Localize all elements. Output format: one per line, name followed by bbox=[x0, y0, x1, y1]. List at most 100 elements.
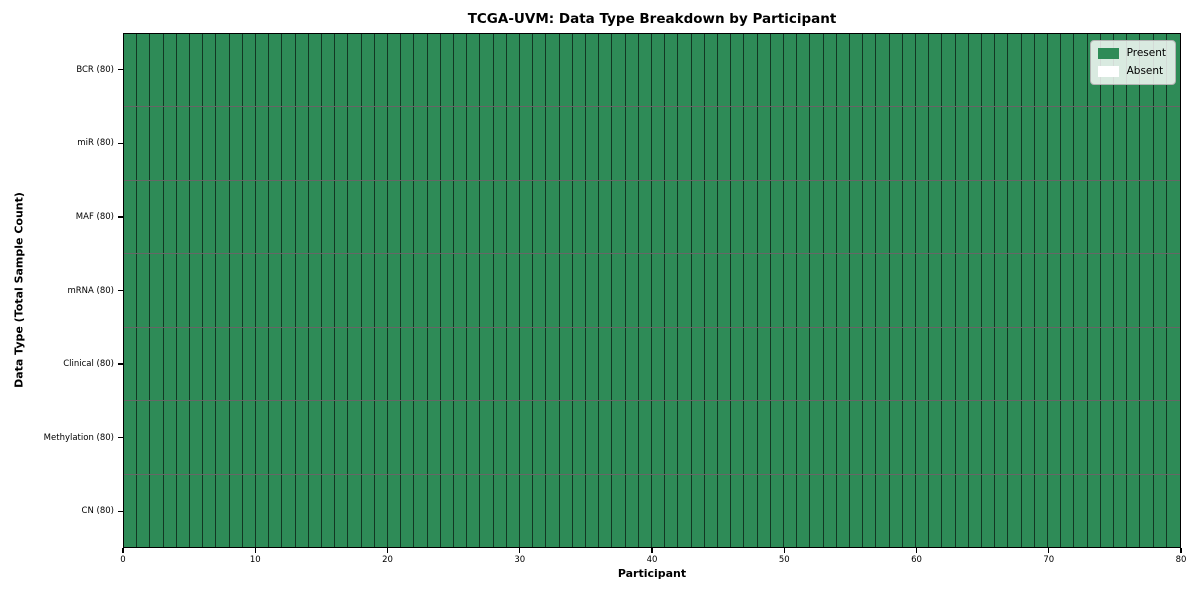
heatmap-cell bbox=[229, 254, 243, 327]
heatmap-cell bbox=[546, 180, 560, 254]
heatmap-cell bbox=[757, 474, 771, 547]
heatmap-cell bbox=[242, 474, 256, 547]
heatmap-cell bbox=[414, 180, 428, 254]
heatmap-cell bbox=[783, 180, 798, 254]
heatmap-cell bbox=[651, 474, 666, 547]
heatmap-cell bbox=[493, 107, 507, 180]
heatmap-cell bbox=[137, 401, 151, 474]
heatmap-cell bbox=[823, 180, 837, 254]
heatmap-cell bbox=[691, 34, 705, 107]
heatmap-cell bbox=[744, 254, 758, 327]
heatmap-cell bbox=[1047, 474, 1062, 547]
heatmap-cell bbox=[955, 327, 969, 401]
heatmap-cell bbox=[401, 180, 415, 254]
heatmap-cell bbox=[1021, 401, 1035, 474]
heatmap-cell bbox=[1127, 254, 1141, 327]
heatmap-cell bbox=[335, 327, 349, 401]
heatmap-cell bbox=[599, 180, 613, 254]
heatmap-cell bbox=[744, 327, 758, 401]
heatmap-cell bbox=[665, 254, 679, 327]
y-tick-label: Clinical (80) bbox=[63, 359, 114, 370]
heatmap-cell bbox=[717, 401, 732, 474]
heatmap-cell bbox=[229, 107, 243, 180]
heatmap-cell bbox=[1008, 254, 1022, 327]
heatmap-cell bbox=[849, 180, 864, 254]
heatmap-cell bbox=[876, 34, 890, 107]
heatmap-cell bbox=[387, 474, 402, 547]
heatmap-cell bbox=[902, 401, 916, 474]
heatmap-cell bbox=[585, 474, 600, 547]
heatmap-cell bbox=[137, 34, 151, 107]
heatmap-cell bbox=[1140, 327, 1154, 401]
x-tick-label: 20 bbox=[382, 555, 393, 565]
x-tick-mark bbox=[122, 548, 124, 553]
heatmap-cell bbox=[863, 254, 877, 327]
heatmap-cell bbox=[810, 401, 824, 474]
heatmap-cell bbox=[440, 254, 454, 327]
heatmap-cell bbox=[321, 401, 336, 474]
legend: Present Absent bbox=[1089, 40, 1176, 85]
heatmap-cell bbox=[480, 401, 494, 474]
heatmap-cell bbox=[295, 180, 309, 254]
heatmap-cell bbox=[282, 34, 296, 107]
heatmap-cell bbox=[440, 180, 454, 254]
heatmap-cell bbox=[546, 254, 560, 327]
y-tick-label: CN (80) bbox=[81, 506, 114, 517]
heatmap-cell bbox=[506, 327, 520, 401]
heatmap-cell bbox=[255, 180, 270, 254]
heatmap-cell bbox=[863, 401, 877, 474]
y-tick-label: MAF (80) bbox=[75, 211, 114, 222]
heatmap-cell bbox=[651, 180, 666, 254]
heatmap-cell bbox=[295, 254, 309, 327]
heatmap-cell bbox=[1061, 34, 1075, 107]
heatmap-cell bbox=[929, 254, 943, 327]
heatmap-cell bbox=[1034, 401, 1048, 474]
heatmap-cell bbox=[1047, 254, 1062, 327]
heatmap-cell bbox=[731, 474, 745, 547]
heatmap-cell bbox=[150, 327, 164, 401]
heatmap-cell bbox=[150, 107, 164, 180]
heatmap-cell bbox=[783, 474, 798, 547]
heatmap-cell bbox=[836, 107, 850, 180]
heatmap-cell bbox=[348, 474, 362, 547]
heatmap-cell bbox=[849, 107, 864, 180]
heatmap-cell bbox=[467, 401, 481, 474]
heatmap-cell bbox=[889, 401, 903, 474]
heatmap-cell bbox=[638, 34, 652, 107]
heatmap-cell bbox=[189, 254, 204, 327]
heatmap-cell bbox=[929, 107, 943, 180]
heatmap-cell bbox=[651, 107, 666, 180]
heatmap-cell bbox=[599, 107, 613, 180]
heatmap-cell bbox=[295, 327, 309, 401]
heatmap-cell bbox=[401, 474, 415, 547]
heatmap-row bbox=[124, 34, 1180, 108]
heatmap-cell bbox=[638, 180, 652, 254]
heatmap-cell bbox=[559, 180, 573, 254]
heatmap-cell bbox=[968, 107, 982, 180]
heatmap-cell bbox=[427, 107, 441, 180]
heatmap-cell bbox=[1021, 254, 1035, 327]
heatmap-cell bbox=[493, 254, 507, 327]
heatmap-cell bbox=[1127, 401, 1141, 474]
heatmap-cell bbox=[242, 254, 256, 327]
heatmap-cell bbox=[269, 34, 283, 107]
heatmap-cell bbox=[823, 401, 837, 474]
heatmap-cell bbox=[203, 401, 217, 474]
heatmap-cell bbox=[216, 401, 230, 474]
heatmap-cell bbox=[414, 34, 428, 107]
heatmap-cell bbox=[810, 180, 824, 254]
heatmap-cell bbox=[572, 474, 586, 547]
heatmap-cell bbox=[163, 107, 177, 180]
heatmap-cell bbox=[1100, 254, 1114, 327]
heatmap-cell bbox=[150, 180, 164, 254]
heatmap-cell bbox=[678, 474, 692, 547]
heatmap-cell bbox=[203, 34, 217, 107]
heatmap-cell bbox=[150, 254, 164, 327]
heatmap-cell bbox=[836, 34, 850, 107]
heatmap-cell bbox=[1061, 401, 1075, 474]
x-tick-label: 70 bbox=[1043, 555, 1055, 565]
heatmap-cell bbox=[995, 107, 1009, 180]
heatmap-cell bbox=[124, 474, 138, 547]
heatmap-cell bbox=[902, 34, 916, 107]
heatmap-cell bbox=[453, 327, 468, 401]
